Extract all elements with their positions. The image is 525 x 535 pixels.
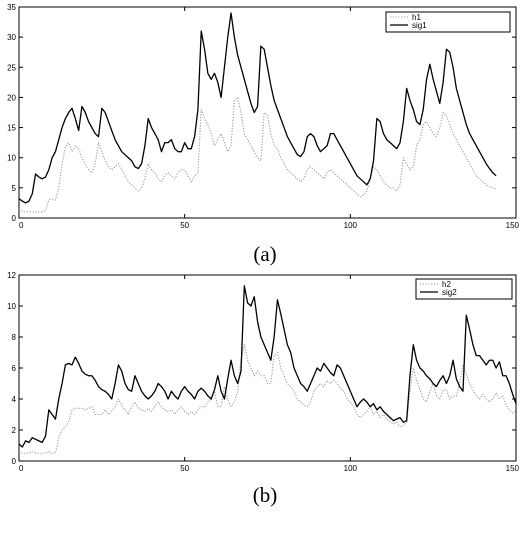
y-tick-label: 10 [7,302,16,311]
figure-caption: (b) [253,483,278,507]
y-tick-label: 10 [7,154,16,163]
x-tick-label: 150 [506,464,520,473]
y-tick-label: 30 [7,33,16,42]
x-tick-label: 150 [506,221,520,230]
y-tick-label: 8 [12,333,17,342]
legend-label-h1: h1 [412,13,421,22]
legend-label-sig2: sig2 [442,288,457,297]
legend-label-sig1: sig1 [412,21,427,30]
legend-box [385,11,511,33]
y-tick-label: 15 [7,124,16,133]
y-tick-label: 4 [12,395,17,404]
series-line-h2 [18,344,517,454]
y-tick-label: 35 [7,3,16,12]
y-tick-label: 12 [7,271,16,280]
x-tick-label: 50 [180,464,189,473]
y-tick-label: 20 [7,93,16,102]
y-tick-label: 0 [12,214,17,223]
legend-box [415,278,513,300]
x-tick-label: 0 [19,221,24,230]
x-tick-label: 100 [344,221,358,230]
y-tick-label: 0 [12,457,17,466]
series-line-sig1 [18,12,497,204]
y-tick-label: 5 [12,184,17,193]
series-line-sig2 [18,285,517,448]
figure-caption: (a) [253,242,276,266]
plot-frame [18,274,517,462]
x-tick-label: 0 [19,464,24,473]
y-tick-label: 2 [12,426,17,435]
y-tick-label: 6 [12,364,17,373]
series-line-h1 [18,96,497,213]
legend-label-h2: h2 [442,280,451,289]
plot-frame [18,6,517,219]
x-tick-label: 50 [180,221,189,230]
y-tick-label: 25 [7,63,16,72]
x-tick-label: 100 [344,464,358,473]
